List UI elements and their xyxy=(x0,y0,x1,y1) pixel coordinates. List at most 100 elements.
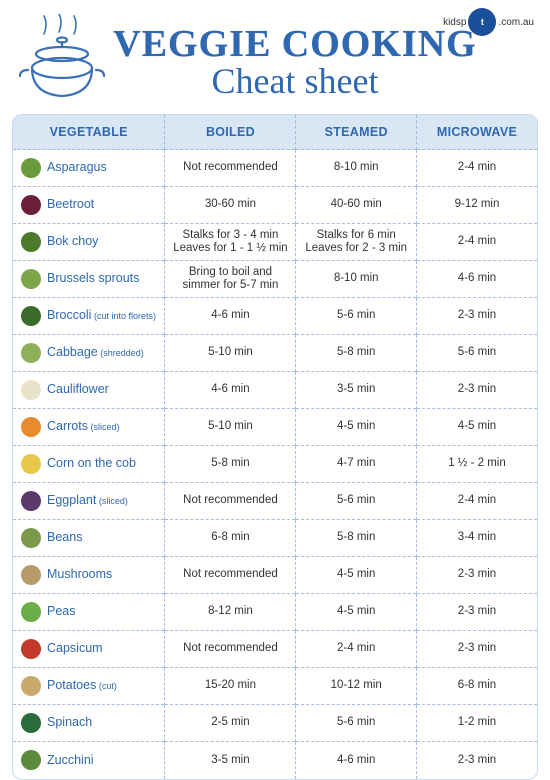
table-row: Beans 6-8 min5-8 min3-4 min xyxy=(13,520,537,557)
cell-boiled: 4-6 min xyxy=(165,372,296,409)
cell-steamed: 5-6 min xyxy=(296,298,417,335)
veg-name: Broccoli xyxy=(47,308,91,322)
veg-sub: (sliced) xyxy=(96,496,128,506)
veg-name: Cabbage xyxy=(47,345,98,359)
broccoli-icon xyxy=(21,306,41,326)
table-header-row: Vegetable Boiled Steamed Microwave xyxy=(13,115,537,150)
cell-steamed: 8-10 min xyxy=(296,261,417,298)
cell-steamed: 40-60 min xyxy=(296,187,417,224)
cell-microwave: 9-12 min xyxy=(416,187,537,224)
cell-boiled: 15-20 min xyxy=(165,668,296,705)
col-header-boiled: Boiled xyxy=(165,115,296,150)
cell-boiled: 3-5 min xyxy=(165,742,296,779)
cabbage-icon xyxy=(21,343,41,363)
cell-vegetable: Carrots (sliced) xyxy=(13,409,165,446)
cell-steamed: 4-5 min xyxy=(296,594,417,631)
veg-name: Mushrooms xyxy=(47,567,112,581)
cell-steamed: 5-6 min xyxy=(296,483,417,520)
capsicum-icon xyxy=(21,639,41,659)
cell-steamed: 4-6 min xyxy=(296,742,417,779)
cell-vegetable: Spinach xyxy=(13,705,165,742)
mushrooms-icon xyxy=(21,565,41,585)
table-row: Spinach2-5 min5-6 min1-2 min xyxy=(13,705,537,742)
col-header-vegetable: Vegetable xyxy=(13,115,165,150)
cell-steamed: 5-8 min xyxy=(296,520,417,557)
cell-microwave: 2-3 min xyxy=(416,298,537,335)
logo-suffix: .com.au xyxy=(498,17,534,28)
cell-vegetable: Peas xyxy=(13,594,165,631)
cell-boiled: 6-8 min xyxy=(165,520,296,557)
beans-icon xyxy=(21,528,41,548)
beetroot-icon xyxy=(21,195,41,215)
table-row: Brussels sprouts Bring to boil andsimmer … xyxy=(13,261,537,298)
veg-name: Beetroot xyxy=(47,197,94,211)
brussels-icon xyxy=(21,269,41,289)
table-row: Carrots (sliced)5-10 min4-5 min4-5 min xyxy=(13,409,537,446)
cell-vegetable: Zucchini xyxy=(13,742,165,779)
pot-illustration-icon xyxy=(14,14,114,102)
veg-name: Brussels sprouts xyxy=(47,271,139,285)
peas-icon xyxy=(21,602,41,622)
cooking-table: Vegetable Boiled Steamed Microwave Aspar… xyxy=(12,114,538,780)
cell-microwave: 1 ½ - 2 min xyxy=(416,446,537,483)
cell-steamed: 2-4 min xyxy=(296,631,417,668)
cell-steamed: 3-5 min xyxy=(296,372,417,409)
cell-microwave: 2-3 min xyxy=(416,372,537,409)
veg-name: Corn on the cob xyxy=(47,456,136,470)
cell-microwave: 2-4 min xyxy=(416,483,537,520)
carrots-icon xyxy=(21,417,41,437)
veg-sub: (shredded) xyxy=(98,348,144,358)
cell-microwave: 2-4 min xyxy=(416,150,537,187)
col-header-steamed: Steamed xyxy=(296,115,417,150)
cell-vegetable: Asparagus xyxy=(13,150,165,187)
cell-vegetable: Broccoli (cut into florets) xyxy=(13,298,165,335)
cell-vegetable: Cabbage (shredded) xyxy=(13,335,165,372)
cell-steamed: 10-12 min xyxy=(296,668,417,705)
cell-microwave: 2-3 min xyxy=(416,631,537,668)
cell-boiled: 5-10 min xyxy=(165,409,296,446)
cell-vegetable: Brussels sprouts xyxy=(13,261,165,298)
veg-name: Asparagus xyxy=(47,160,107,174)
cell-microwave: 6-8 min xyxy=(416,668,537,705)
cell-steamed: 5-6 min xyxy=(296,705,417,742)
cell-microwave: 2-4 min xyxy=(416,224,537,261)
potatoes-icon xyxy=(21,676,41,696)
cell-microwave: 3-4 min xyxy=(416,520,537,557)
cell-steamed: 4-5 min xyxy=(296,557,417,594)
veg-name: Carrots xyxy=(47,419,88,433)
cell-boiled: Bring to boil andsimmer for 5-7 min xyxy=(165,261,296,298)
table-row: Cauliflower 4-6 min3-5 min2-3 min xyxy=(13,372,537,409)
veg-name: Beans xyxy=(47,530,82,544)
cell-microwave: 5-6 min xyxy=(416,335,537,372)
cell-steamed: 4-7 min xyxy=(296,446,417,483)
cell-microwave: 2-3 min xyxy=(416,742,537,779)
cell-vegetable: Capsicum xyxy=(13,631,165,668)
veg-sub: (cut) xyxy=(96,681,117,691)
table-row: Potatoes (cut)15-20 min10-12 min6-8 min xyxy=(13,668,537,705)
table-row: Broccoli (cut into florets)4-6 min5-6 mi… xyxy=(13,298,537,335)
table-row: Beetroot30-60 min40-60 min9-12 min xyxy=(13,187,537,224)
bokchoy-icon xyxy=(21,232,41,252)
veg-name: Potatoes xyxy=(47,678,96,692)
cell-vegetable: Mushrooms xyxy=(13,557,165,594)
table-row: Cabbage (shredded)5-10 min5-8 min5-6 min xyxy=(13,335,537,372)
page-subtitle: Cheat sheet xyxy=(40,60,550,102)
table-row: Eggplant (sliced)Not recommended5-6 min2… xyxy=(13,483,537,520)
veg-name: Eggplant xyxy=(47,493,96,507)
cell-vegetable: Potatoes (cut) xyxy=(13,668,165,705)
veg-name: Peas xyxy=(47,604,76,618)
cell-boiled: 5-10 min xyxy=(165,335,296,372)
table-row: Peas8-12 min4-5 min2-3 min xyxy=(13,594,537,631)
cell-vegetable: Beans xyxy=(13,520,165,557)
veg-name: Cauliflower xyxy=(47,382,109,396)
veg-name: Spinach xyxy=(47,715,92,729)
asparagus-icon xyxy=(21,158,41,178)
zucchini-icon xyxy=(21,750,41,770)
cell-vegetable: Bok choy xyxy=(13,224,165,261)
table-row: MushroomsNot recommended4-5 min2-3 min xyxy=(13,557,537,594)
cell-steamed: 4-5 min xyxy=(296,409,417,446)
cell-steamed: Stalks for 6 minLeaves for 2 - 3 min xyxy=(296,224,417,261)
cell-boiled: 4-6 min xyxy=(165,298,296,335)
cell-steamed: 8-10 min xyxy=(296,150,417,187)
eggplant-icon xyxy=(21,491,41,511)
